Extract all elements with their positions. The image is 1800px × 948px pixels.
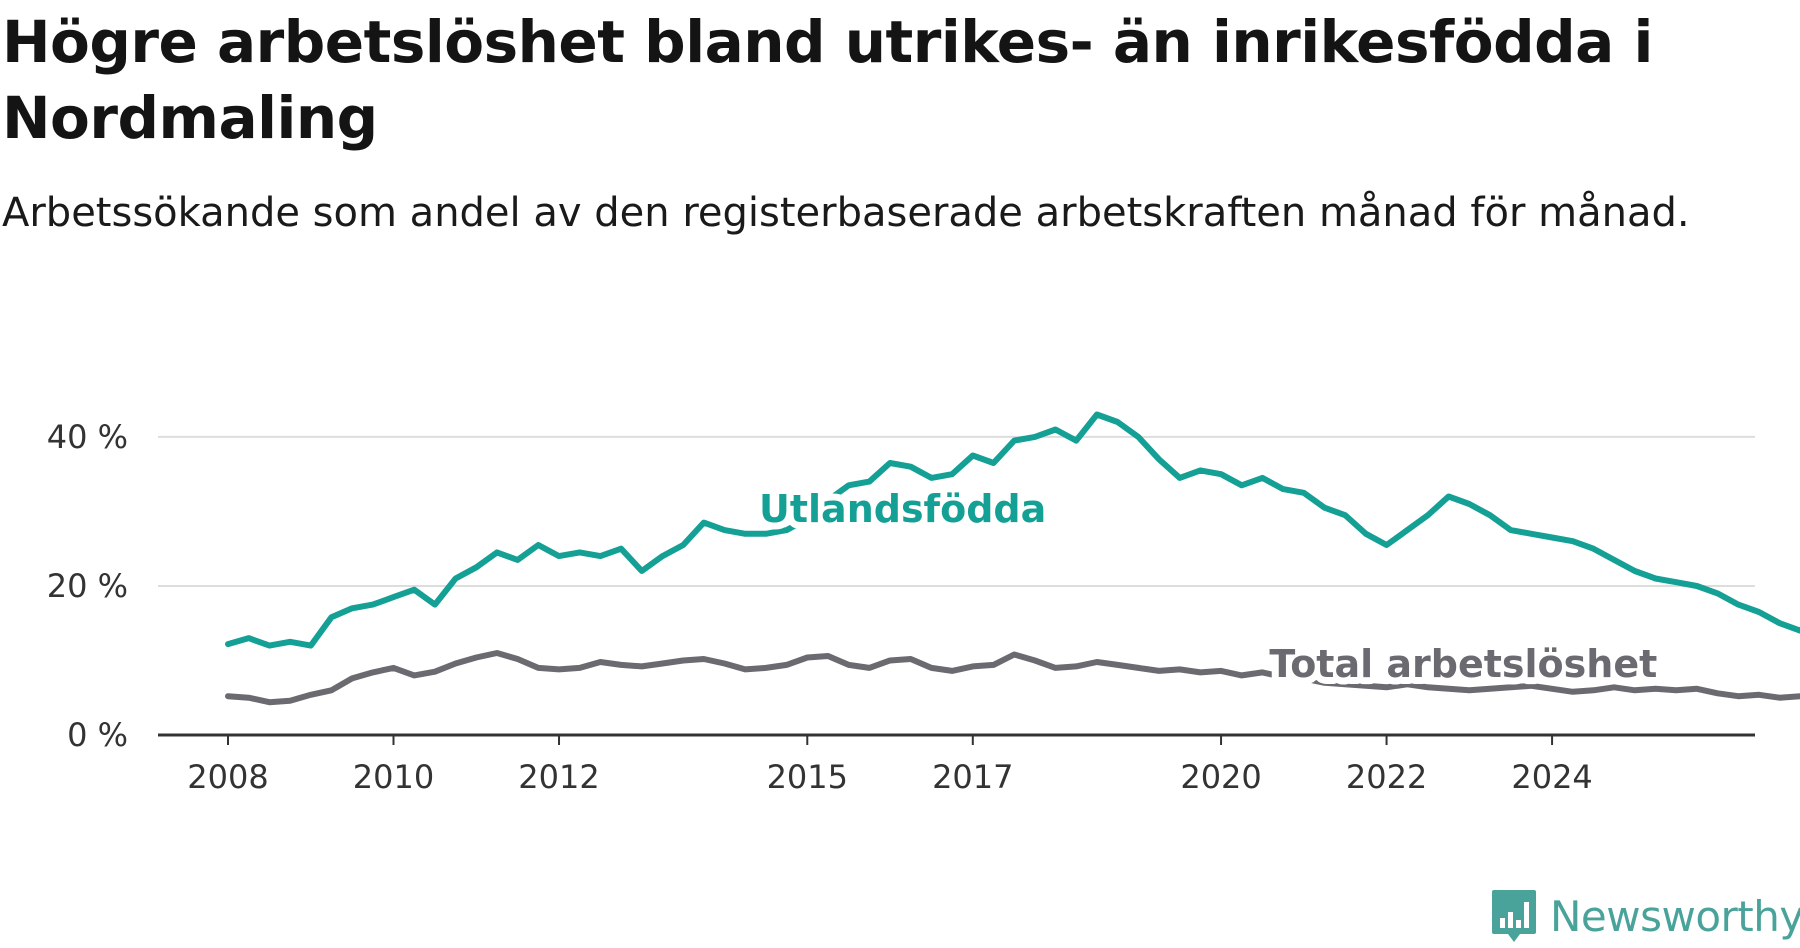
x-tick-label: 2015	[767, 758, 848, 796]
newsworthy-logo: Newsworthy	[1490, 888, 1800, 944]
y-tick-label: 20 %	[47, 567, 128, 605]
series-label-halo: Utlandsfödda	[759, 487, 1046, 531]
logo-text: Newsworthy	[1550, 891, 1800, 941]
x-tick-label: 2008	[187, 758, 268, 796]
series-line-utlandsfodda	[225, 411, 1800, 649]
x-tick-label: 2020	[1180, 758, 1261, 796]
series-label-total-arbetsloshet: Total arbetslöshet	[1269, 642, 1657, 686]
y-tick-label: 0 %	[67, 716, 128, 754]
series-label-utlandsfodda: Utlandsfödda	[759, 487, 1046, 531]
x-tick-label: 2012	[518, 758, 599, 796]
bar-chart-logo-icon	[1492, 890, 1536, 942]
series-label-halo: Total arbetslöshet	[1269, 642, 1657, 686]
series-lines	[225, 411, 1800, 706]
series-labels: UtlandsföddaUtlandsfödda14 %14 %Total ar…	[752, 480, 1664, 693]
x-tick-label: 2024	[1511, 758, 1592, 796]
series-line-total-arbetsloshet	[225, 650, 1800, 706]
x-tick-label: 2010	[353, 758, 434, 796]
x-tick-label: 2022	[1346, 758, 1427, 796]
axes: 0 % 20 % 40 % 2008 2010 2012 2015 2017 2020 2022 2…	[47, 418, 1755, 796]
y-tick-label: 40 %	[47, 418, 128, 456]
line-chart: 0 % 20 % 40 % 2008 2010 2012 2015 2017 2020 2022 2…	[47, 411, 1800, 796]
grid-lines	[158, 435, 1755, 587]
chart-title: Högre arbetslöshet bland utrikes- än inr…	[2, 8, 1653, 152]
x-tick-label: 2017	[932, 758, 1013, 796]
chart-subtitle: Arbetssökande som andel av den registerb…	[2, 190, 1690, 236]
